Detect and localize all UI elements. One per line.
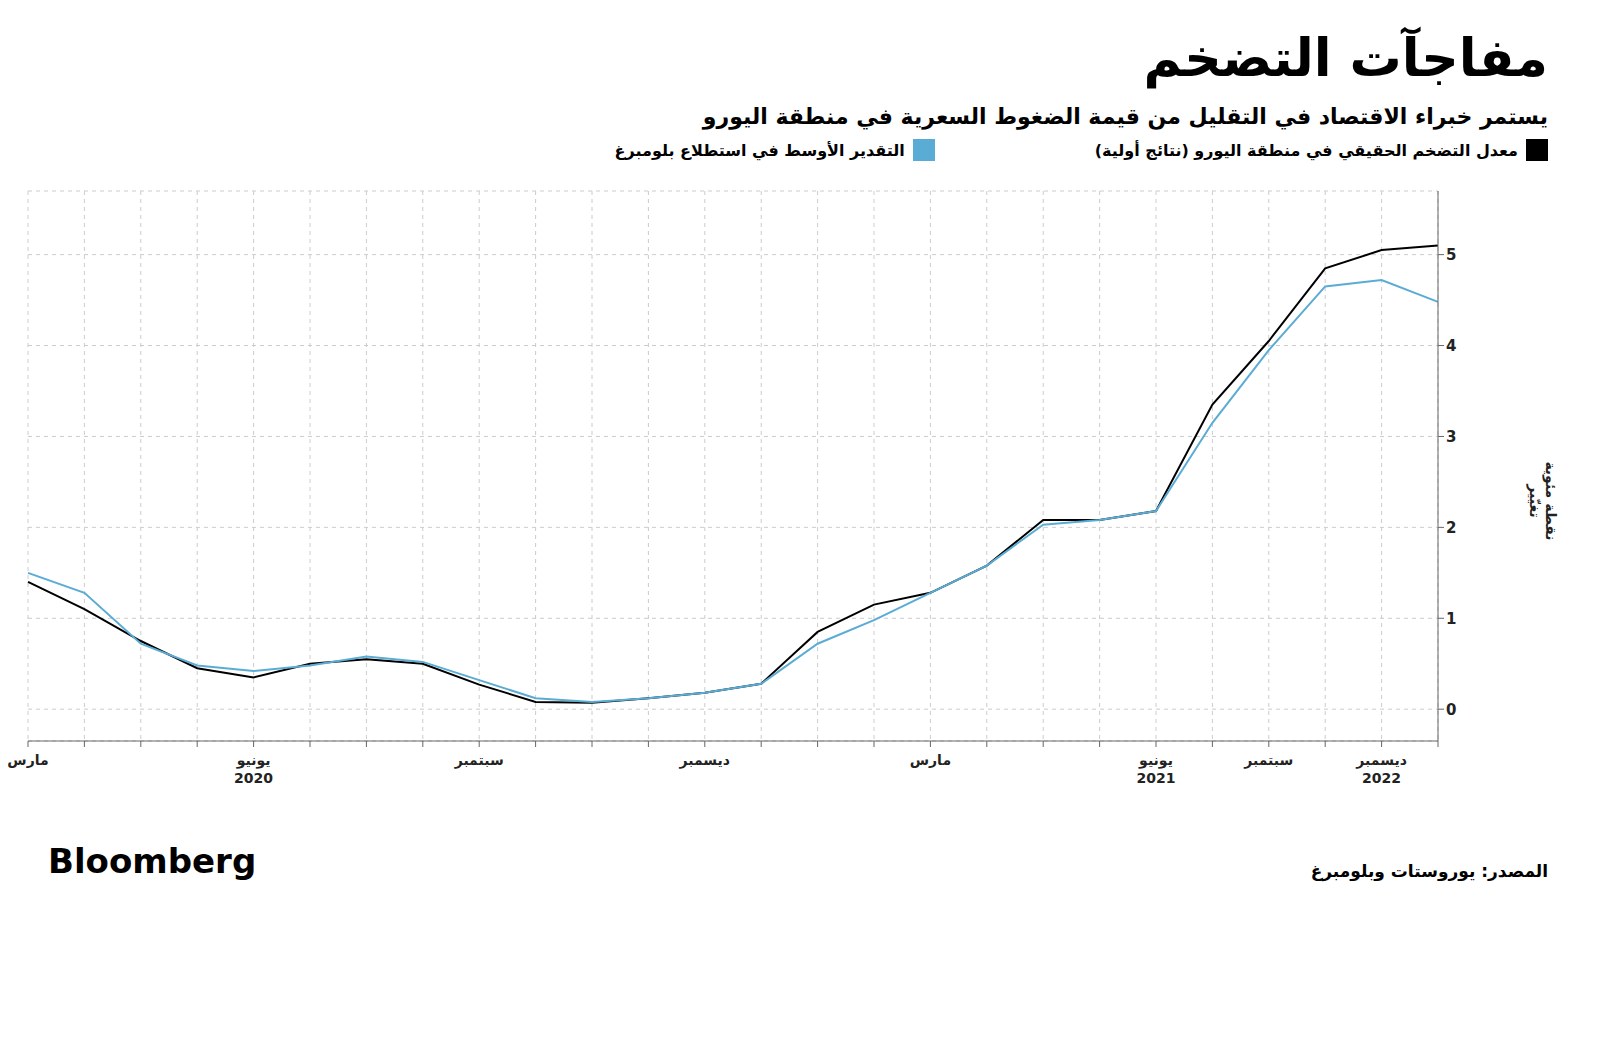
svg-text:يونيو2021: يونيو2021 (1137, 752, 1176, 786)
html-text:يستمر خبراء الاقتصاد في التقلي: يستمر خبراء الاقتصاد في التقليل من قيمة … (702, 104, 1548, 129)
html-text:نقطة مئوية تغيّير: نقطة مئوية تغيّير (1527, 461, 1559, 541)
svg-text:2: 2 (1446, 519, 1456, 537)
html-text:Bloomberg: Bloomberg (48, 841, 257, 881)
html-text:المصدر: يوروستات وبلومبرغ: المصدر: يوروستات وبلومبرغ (1310, 861, 1548, 881)
svg-text:0: 0 (1446, 701, 1456, 719)
svg-text:يونيو2020: يونيو2020 (234, 752, 273, 786)
svg-text:3: 3 (1446, 428, 1456, 446)
svg-text:ديسمبر: ديسمبر (679, 752, 731, 769)
svg-text:مارس: مارس (8, 752, 49, 768)
html-text:التقدير الأوسط في استطلاع بلوم: التقدير الأوسط في استطلاع بلومبرغ (614, 140, 905, 160)
svg-text:4: 4 (1446, 337, 1456, 355)
svg-text:سبتمبر: سبتمبر (1243, 752, 1293, 769)
svg-text:سبتمبر: سبتمبر (454, 752, 504, 769)
svg-text:مارس: مارس (910, 752, 951, 768)
html-text:مفاجآت التضخم: مفاجآت التضخم (1143, 28, 1548, 88)
svg-text:5: 5 (1446, 246, 1456, 264)
svg-text:1: 1 (1446, 610, 1456, 628)
html-text:معدل التضخم الحقيقي في منطقة ا: معدل التضخم الحقيقي في منطقة اليورو (نتا… (1094, 140, 1518, 160)
svg-text:ديسمبر2022: ديسمبر2022 (1355, 752, 1407, 786)
